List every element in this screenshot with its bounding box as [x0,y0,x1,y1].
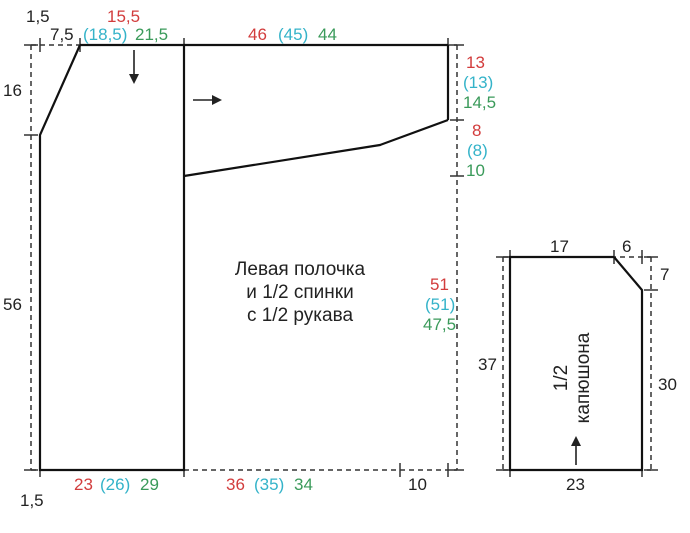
grain-arrow-right [193,95,222,105]
label-56: 56 [3,295,22,314]
label-75: 7,5 [50,25,74,44]
label-16: 16 [3,81,22,100]
label-bot-gap: 1,5 [20,491,44,510]
label-top-c-cyan: (18,5) [83,25,127,44]
hood-7: 7 [660,265,669,284]
main-piece: 1,5 7,5 15,5 (18,5) 21,5 46 (45) 44 16 5… [3,7,496,510]
label-bot-r-cyan: (35) [254,475,284,494]
label-top-r-green: 44 [318,25,337,44]
label-bot-l-red: 23 [74,475,93,494]
label-r-up-green: 14,5 [463,93,496,112]
label-bot-r-red: 36 [226,475,245,494]
label-top-r-cyan: (45) [278,25,308,44]
hood-23: 23 [566,475,585,494]
label-r-up-red: 13 [466,53,485,72]
label-r-lo-red: 8 [472,121,481,140]
hood-37: 37 [478,355,497,374]
main-title-line2: и 1/2 спинки [246,282,353,303]
hood-piece: 17 6 7 30 37 23 1/2 капюшона [478,237,677,494]
hood-6: 6 [622,237,631,256]
label-r-lo-cyan: (8) [467,141,488,160]
main-title-line1: Левая полочка [235,259,366,280]
label-bot-l-green: 29 [140,475,159,494]
label-top-r-red: 46 [248,25,267,44]
label-r-lo-green: 10 [466,161,485,180]
main-title-line3: с 1/2 рукава [247,305,354,326]
label-top-c-red: 15,5 [107,7,140,26]
hood-title-2: капюшона [573,332,594,423]
label-bot-l-cyan: (26) [100,475,130,494]
label-body-cyan: (51) [425,295,455,314]
grain-arrow-down [129,50,139,84]
hood-title-1: 1/2 [551,365,572,391]
label-r-up-cyan: (13) [463,73,493,92]
label-top-gap: 1,5 [26,7,50,26]
pattern-diagram: 1,5 7,5 15,5 (18,5) 21,5 46 (45) 44 16 5… [0,0,690,533]
label-top-c-green: 21,5 [135,25,168,44]
label-10: 10 [408,475,427,494]
label-bot-r-green: 34 [294,475,313,494]
hood-17: 17 [550,237,569,256]
hood-grain-arrow [571,436,581,465]
label-body-green: 47,5 [423,315,456,334]
hood-30: 30 [658,375,677,394]
label-body-red: 51 [430,275,449,294]
